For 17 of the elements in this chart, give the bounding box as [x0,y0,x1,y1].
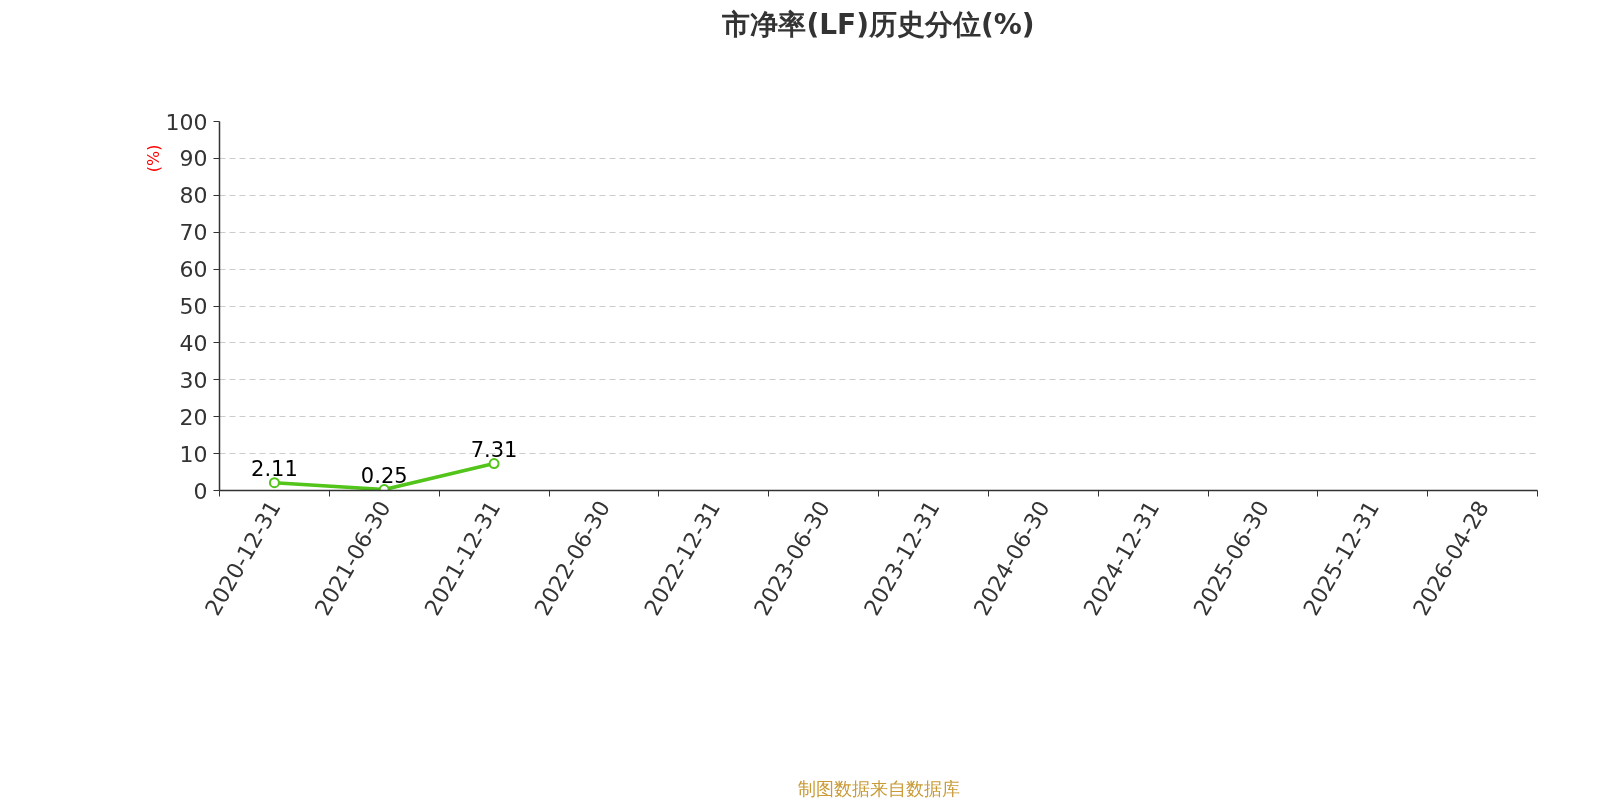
y-tick-label: 80 [179,183,208,209]
y-tick-label: 10 [179,441,208,467]
y-tick-label: 20 [179,404,208,430]
y-axis-title: (%) [143,144,163,173]
chart-title: 市净率(LF)历史分位(%) [721,7,1035,41]
text: 制图数据来自数据库 [797,777,960,799]
y-tick-label: 30 [179,367,208,393]
y-tick-label: 50 [179,294,208,319]
y-tick-label: 70 [179,220,208,246]
data-label: 2.11 [251,456,298,481]
data-label: 0.25 [360,463,408,488]
data-label: 7.31 [470,437,518,462]
y-tick-label: 100 [165,109,208,135]
y-tick-label: 90 [179,146,208,172]
y-tick-label: 0 [193,478,208,504]
y-tick-label: 60 [179,257,208,283]
y-tick-label: 40 [179,330,208,356]
